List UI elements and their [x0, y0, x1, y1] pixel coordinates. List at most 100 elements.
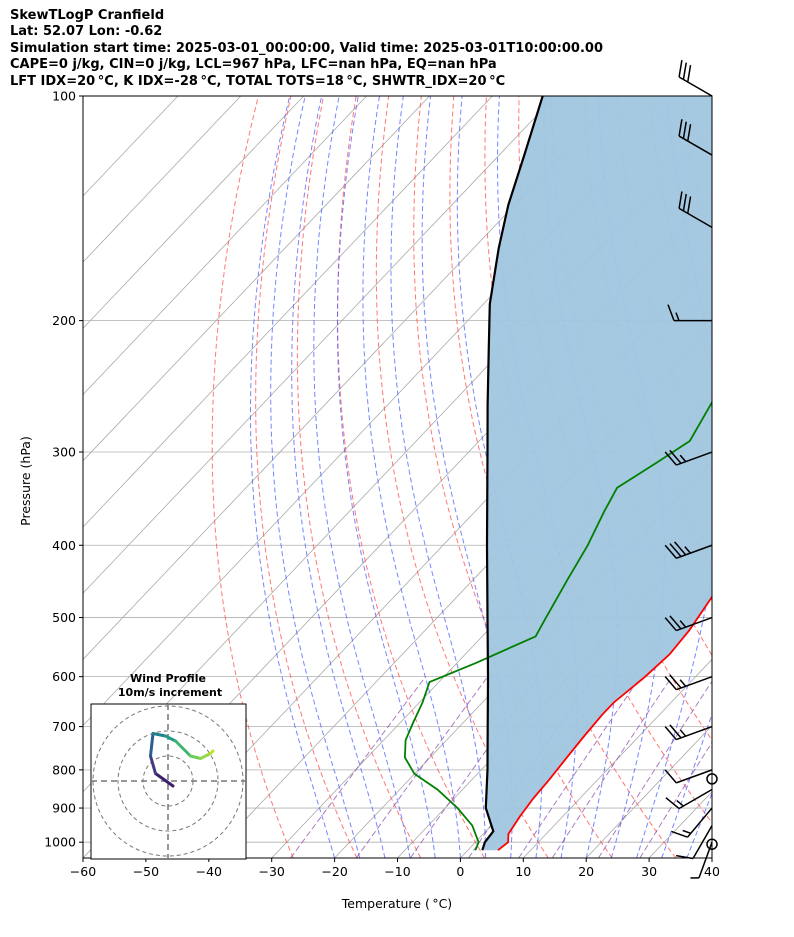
dry-adiabat — [255, 96, 358, 858]
parcel-shading — [482, 96, 712, 851]
temperature-line — [497, 595, 712, 851]
barb-shaft — [676, 451, 713, 466]
barb-shaft — [676, 769, 713, 784]
mixing-ratio-line — [290, 676, 426, 858]
x-tick-label: −40 — [196, 864, 222, 879]
dry-adiabat — [449, 96, 677, 858]
title-line-1: SkewTLogP Cranfield — [10, 8, 165, 23]
inset-title: Wind Profile — [130, 672, 206, 685]
moist-adiabat — [661, 712, 712, 858]
barb-flag — [669, 615, 682, 630]
hodograph-segment — [199, 752, 212, 760]
wind-barb — [664, 541, 713, 559]
y-tick-label: 1000 — [44, 835, 76, 850]
mixing-ratio-line — [518, 676, 641, 858]
barb-flag — [687, 196, 692, 214]
barb-flag — [669, 724, 682, 739]
barb-flag — [682, 62, 687, 80]
wind-barb — [676, 825, 713, 860]
barb-flag — [687, 65, 692, 83]
isotherm-line — [711, 857, 712, 858]
dry-adiabat — [211, 96, 294, 858]
barb-flag — [664, 451, 677, 466]
hodograph-segment — [174, 739, 192, 758]
barb-half-flag — [684, 546, 691, 554]
hodograph-segment — [189, 754, 202, 760]
title-line-5: LFT IDX=20 °C, K IDX=-28 °C, TOTAL TOTS=… — [10, 73, 506, 89]
shaded-area — [482, 96, 712, 851]
title-line-4: CAPE=0 j/kg, CIN=0 j/kg, LCL=967 hPa, LF… — [10, 57, 497, 73]
x-tick-label: −30 — [259, 864, 285, 879]
mixing-ratio-line — [551, 676, 673, 858]
barb-flag — [676, 854, 694, 860]
mixing-ratio-line — [355, 676, 489, 858]
x-axis-ticks: −60 −50 −40 −30 −20 −10 0 10 20 30 40 — [70, 858, 720, 879]
dry-adiabat — [337, 96, 485, 858]
moist-adiabat — [270, 96, 361, 858]
isotherm-line — [83, 96, 430, 462]
mixing-ratio-line — [597, 680, 712, 858]
dry-adiabat — [780, 96, 794, 858]
moist-adiabat — [686, 792, 712, 858]
y-tick-label: 900 — [52, 801, 76, 816]
isotherm-line — [83, 96, 619, 660]
wind-barb — [664, 769, 713, 784]
wind-barb — [664, 449, 713, 466]
wind-profile-inset: Wind Profile 10m/s increment — [90, 672, 247, 860]
barb-flag — [665, 797, 680, 810]
x-tick-label: −20 — [321, 864, 347, 879]
hodograph-segment — [164, 734, 177, 743]
wind-barb — [664, 615, 713, 632]
barb-shaft — [678, 76, 713, 97]
wind-barb — [664, 674, 713, 691]
barb-shaft — [676, 616, 713, 632]
barb-flag — [678, 60, 683, 78]
y-axis-label: Pressure (hPa) — [18, 436, 33, 526]
barb-half-flag — [675, 312, 680, 321]
barb-flag — [664, 726, 677, 741]
parcel-line — [481, 96, 544, 851]
isotherm-line — [83, 96, 556, 594]
y-tick-label: 700 — [52, 719, 76, 734]
barb-flag — [678, 119, 683, 137]
barb-half-flag — [676, 800, 684, 807]
barb-shaft — [678, 788, 713, 810]
dry-adiabat — [375, 96, 549, 858]
chart-title-block: SkewTLogP Cranfield Lat: 52.07 Lon: -0.6… — [10, 8, 603, 90]
calm-circle — [706, 773, 718, 785]
barb-flag — [667, 304, 675, 321]
y-tick-label: 300 — [52, 445, 76, 460]
barb-flag — [674, 541, 687, 556]
hodograph-segment — [209, 749, 215, 755]
isotherm-line — [83, 96, 242, 263]
barb-flag — [687, 124, 692, 142]
y-tick-label: 100 — [52, 89, 76, 104]
barb-flag — [664, 544, 677, 559]
y-tick-label: 200 — [52, 313, 76, 328]
barb-flag — [682, 121, 687, 139]
wind-barb — [678, 191, 713, 229]
wind-barb — [671, 807, 713, 838]
barb-flag — [669, 543, 682, 558]
barb-half-flag — [682, 829, 692, 835]
barb-shaft — [692, 825, 713, 859]
x-tick-label: 20 — [578, 864, 594, 879]
barb-flag — [678, 191, 683, 209]
x-tick-label: 10 — [515, 864, 531, 879]
moist-adiabat — [313, 96, 411, 858]
wind-barb — [667, 304, 712, 322]
dry-adiabat — [715, 96, 794, 858]
isotherm-line — [775, 96, 794, 858]
barb-shaft — [676, 725, 713, 741]
hodograph-segment — [149, 754, 157, 775]
barb-flag — [664, 617, 677, 632]
barb-half-flag — [679, 729, 687, 737]
wind-barb — [678, 60, 713, 97]
mixing-ratio-line — [639, 741, 712, 858]
barb-half-flag — [679, 454, 687, 463]
calm-circle — [706, 838, 718, 850]
x-tick-label: −50 — [133, 864, 159, 879]
isotherm-line — [83, 96, 493, 528]
isotherm-line — [585, 724, 712, 858]
